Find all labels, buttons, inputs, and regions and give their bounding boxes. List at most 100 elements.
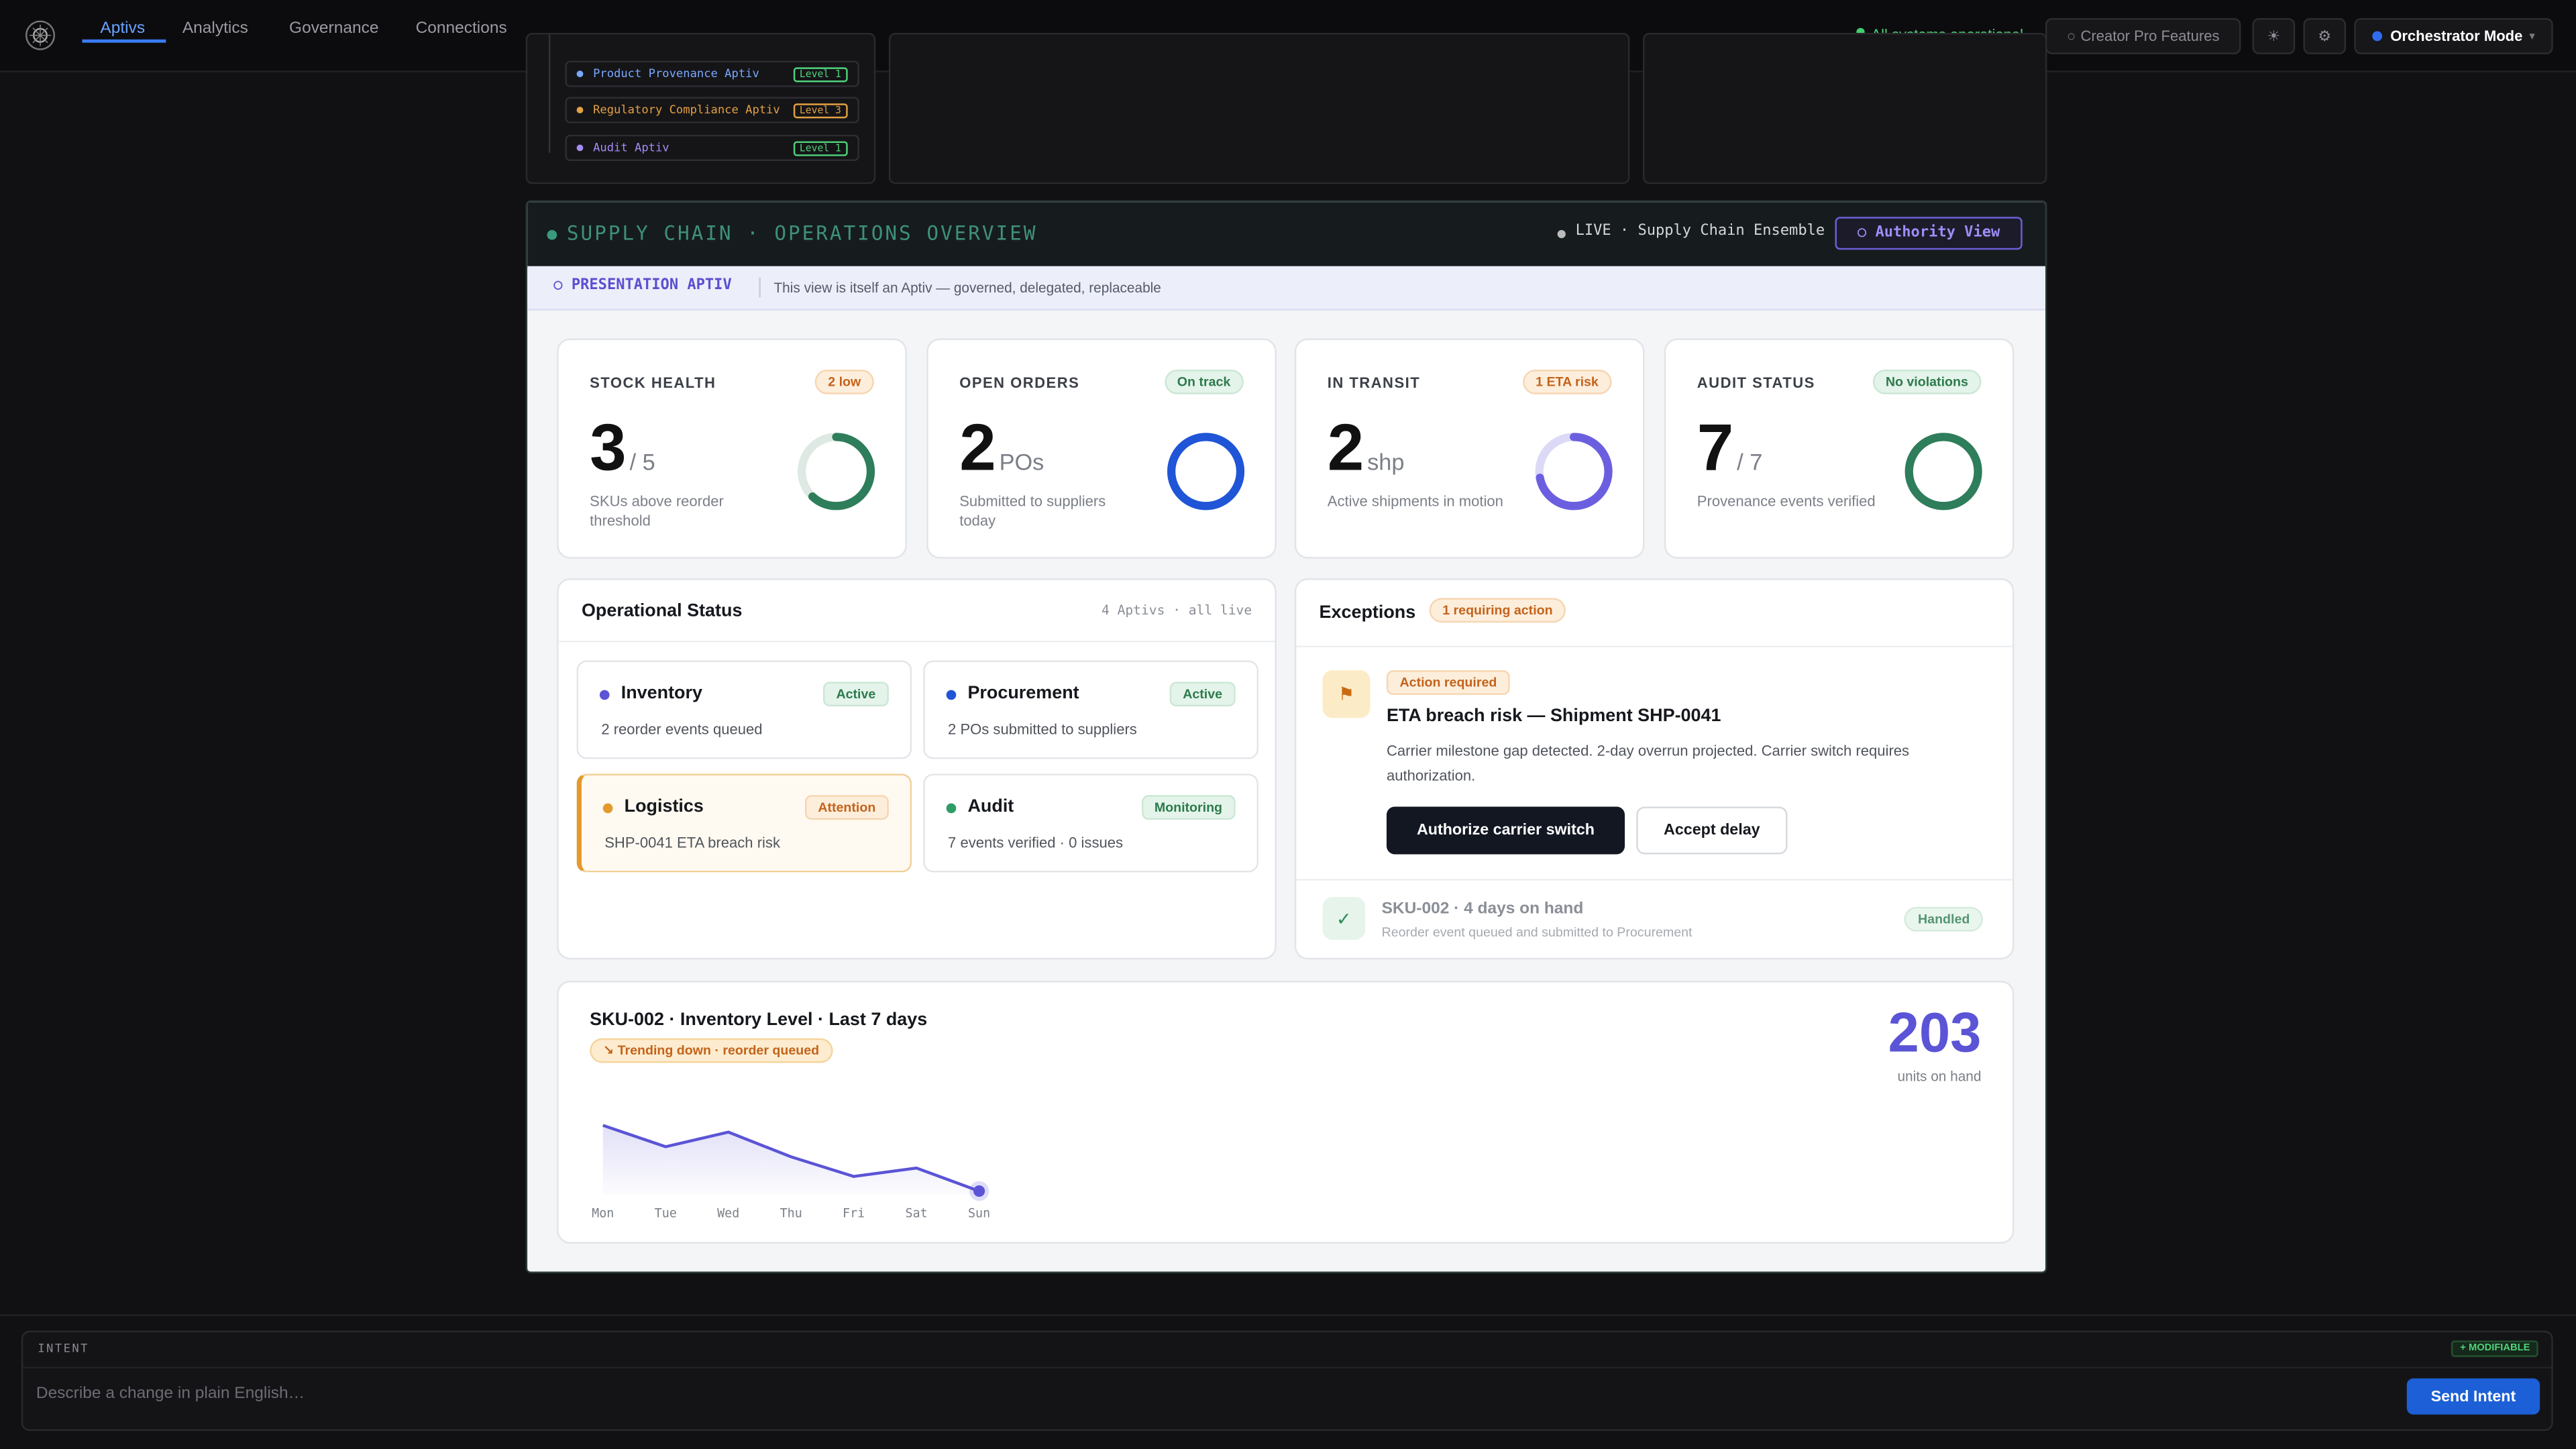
aptiv-status[interactable]: Procurement Active 2 POs submitted to su… xyxy=(923,660,1258,759)
divider xyxy=(0,1314,2576,1316)
status-dot xyxy=(603,804,613,814)
card-title: Exceptions xyxy=(1320,603,1416,623)
panel xyxy=(889,33,1629,184)
presentation-label: ○ PRESENTATION APTIV xyxy=(553,278,731,294)
status-dot xyxy=(947,804,957,814)
divider xyxy=(23,1367,2551,1368)
mode-button[interactable]: Orchestrator Mode▾ xyxy=(2354,18,2553,54)
overview-frame: SUPPLY CHAIN · OPERATIONS OVERVIEW LIVE … xyxy=(526,201,2047,1273)
exception-body: Carrier milestone gap detected. 2-day ov… xyxy=(1387,739,1994,788)
divider xyxy=(1296,645,2012,647)
tab[interactable]: Connections xyxy=(416,19,507,38)
tab-underline xyxy=(82,40,166,43)
label: Orchestrator Mode xyxy=(2390,28,2522,44)
level-badge: Level 1 xyxy=(793,66,848,81)
authority-button[interactable]: ○ Authority View xyxy=(1835,217,2023,250)
card-meta: 4 Aptivs · all live xyxy=(1102,603,1252,618)
accept-delay-button[interactable]: Accept delay xyxy=(1636,806,1787,854)
aptiv-item[interactable]: Audit Aptiv Level 1 xyxy=(565,135,859,161)
kpi-label: AUDIT STATUS xyxy=(1697,374,1815,390)
check-icon: ✓ xyxy=(1322,897,1365,940)
x-tick-label: Fri xyxy=(843,1207,865,1221)
presentation-bar: ○ PRESENTATION APTIV This view is itself… xyxy=(527,266,2045,311)
creator-button[interactable]: ○Creator Pro Features xyxy=(2045,18,2241,54)
tab[interactable]: Analytics xyxy=(182,19,248,38)
kpi-ring xyxy=(1165,431,1246,513)
kpi-ring xyxy=(1902,431,1984,513)
aptiv-status[interactable]: Inventory Active 2 reorder events queued xyxy=(577,660,912,759)
kpi-badge: On track xyxy=(1164,370,1244,394)
kpi-caption: SKUs above reorder threshold xyxy=(590,491,770,531)
flag-icon: ⚑ xyxy=(1322,670,1370,718)
kpi-value: 2shp xyxy=(1328,413,1405,498)
kpi-badge: 1 ETA risk xyxy=(1523,370,1612,394)
kpi-card: AUDIT STATUS No violations 7/ 7 Provenan… xyxy=(1664,338,2015,558)
tag: Action required xyxy=(1387,670,1510,695)
dot xyxy=(547,230,557,240)
aptiv-item[interactable]: Regulatory Compliance Aptiv Level 3 xyxy=(565,97,859,123)
operational-card: Operational Status 4 Aptivs · all live I… xyxy=(557,578,1277,959)
point xyxy=(973,1185,985,1197)
handled-title: SKU-002 · 4 days on hand xyxy=(1382,900,1584,918)
value: 2 xyxy=(959,413,996,485)
status-badge: Active xyxy=(823,682,889,706)
tab[interactable]: Governance xyxy=(289,19,378,38)
kpi-ring xyxy=(795,431,877,513)
status-badge: Active xyxy=(1170,682,1236,706)
label: Creator Pro Features xyxy=(2080,28,2219,44)
x-tick-label: Tue xyxy=(655,1207,677,1221)
x-tick-label: Mon xyxy=(592,1207,614,1221)
unit: shp xyxy=(1367,449,1404,475)
status-detail: 2 POs submitted to suppliers xyxy=(948,721,1137,737)
kpi-card: OPEN ORDERS On track 2POs Submitted to s… xyxy=(926,338,1277,558)
badge: Handled xyxy=(1904,907,1982,932)
intent-input[interactable]: Describe a change in plain English… xyxy=(36,1385,305,1403)
dot xyxy=(1558,230,1566,238)
chart-card: SKU-002 · Inventory Level · Last 7 days … xyxy=(557,981,2014,1244)
panel xyxy=(1643,33,2047,184)
overview-title: SUPPLY CHAIN · OPERATIONS OVERVIEW xyxy=(567,222,1037,245)
kpi-badge: No violations xyxy=(1872,370,1981,394)
status-badge: Attention xyxy=(805,795,889,820)
sparkline: MonTueWedThuFriSatSun xyxy=(559,982,2016,1245)
kpi-caption: Active shipments in motion xyxy=(1328,491,1508,511)
aptiv-name: Product Provenance Aptiv xyxy=(593,67,759,80)
aptiv-item[interactable]: Product Provenance Aptiv Level 1 xyxy=(565,61,859,87)
kpi-label: STOCK HEALTH xyxy=(590,374,716,390)
kpi-label: OPEN ORDERS xyxy=(959,374,1079,390)
unit: / 7 xyxy=(1737,449,1762,475)
tree-line xyxy=(549,34,550,152)
intent-label: INTENT xyxy=(38,1342,89,1356)
handled-body: Reorder event queued and submitted to Pr… xyxy=(1382,925,1693,940)
label: Authority View xyxy=(1875,225,2000,241)
live-label: LIVE · Supply Chain Ensemble xyxy=(1576,223,1825,239)
aptiv-name: Procurement xyxy=(967,684,1079,703)
send-button[interactable]: Send Intent xyxy=(2407,1379,2540,1415)
settings-button[interactable]: ⚙ xyxy=(2303,18,2346,54)
value: 2 xyxy=(1328,413,1364,485)
x-tick-label: Sat xyxy=(906,1207,928,1221)
aptiv-status[interactable]: Logistics Attention SHP-0041 ETA breach … xyxy=(577,773,912,872)
status-detail: 2 reorder events queued xyxy=(601,721,762,737)
card-title: Operational Status xyxy=(582,601,743,621)
kpi-caption: Provenance events verified xyxy=(1697,491,1878,511)
x-tick-label: Thu xyxy=(780,1207,802,1221)
theme-button[interactable]: ☀ xyxy=(2253,18,2296,54)
exception-title: ETA breach risk — Shipment SHP-0041 xyxy=(1387,706,1721,726)
divider xyxy=(759,278,760,297)
aptiv-name: Inventory xyxy=(621,684,702,703)
level-badge: Level 1 xyxy=(793,140,848,155)
aptiv-name: Audit Aptiv xyxy=(593,142,669,155)
exceptions-card: Exceptions 1 requiring action ⚑ Action r… xyxy=(1295,578,2015,959)
kpi-value: 3/ 5 xyxy=(590,413,655,498)
x-tick-label: Sun xyxy=(968,1207,990,1221)
aptiv-status[interactable]: Audit Monitoring 7 events verified · 0 i… xyxy=(923,773,1258,872)
value: 7 xyxy=(1697,413,1733,485)
divider xyxy=(1296,879,2012,880)
authorize-button[interactable]: Authorize carrier switch xyxy=(1387,806,1625,854)
tab[interactable]: Aptivs xyxy=(100,19,145,38)
aptiv-name: Audit xyxy=(967,797,1014,816)
